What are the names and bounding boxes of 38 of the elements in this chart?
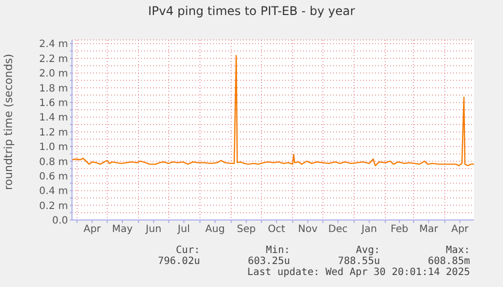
x-tick-label: Dec	[328, 224, 348, 236]
x-tick-label: Jun	[144, 224, 162, 236]
y-tick-label: 2.4 m	[39, 39, 68, 50]
text: 608.85m	[428, 256, 470, 267]
line-series	[72, 54, 474, 166]
text: Last update: Wed Apr 30 20:01:14 2025	[247, 267, 470, 278]
x-tick-label: Sep	[236, 224, 256, 236]
x-tick-label: Aug	[205, 224, 225, 236]
x-tick-label: Nov	[298, 224, 318, 236]
y-tick-label: 1.4 m	[39, 112, 68, 124]
x-tick-label: Apr	[451, 224, 470, 236]
y-tick-label: 0.2 m	[39, 200, 68, 212]
y-tick-label: 0.0	[52, 216, 68, 227]
text: Max:	[446, 245, 470, 256]
x-tick-label: Feb	[390, 224, 408, 236]
text: 788.55u	[338, 256, 380, 267]
text: 796.02u	[158, 256, 200, 267]
x-tick-label: Mar	[419, 224, 439, 236]
text: Min:	[266, 245, 290, 256]
text: 603.25u	[248, 256, 290, 267]
y-tick-label: 1.2 m	[39, 127, 68, 138]
y-tick-label: 2.2 m	[39, 54, 68, 65]
x-tick-label: Oct	[268, 224, 286, 236]
y-tick-label: 0.4 m	[39, 186, 68, 198]
text: Avg:	[356, 245, 380, 256]
text: Cur:	[176, 245, 200, 256]
y-tick-label: 1.0 m	[39, 142, 68, 154]
y-axis-title: roundtrip time (seconds)	[2, 54, 15, 190]
y-tick-label: 1.8 m	[39, 83, 68, 94]
y-tick-label: 2.0 m	[39, 68, 68, 80]
chart-title: IPv4 ping times to PIT-EB - by year	[147, 4, 356, 18]
x-tick-label: May	[112, 224, 133, 236]
x-tick-label: Jan	[360, 224, 377, 236]
y-tick-label: 0.6 m	[39, 171, 68, 182]
x-tick-label: Apr	[83, 224, 102, 236]
x-tick-label: Jul	[176, 224, 190, 236]
y-tick-label: 0.8 m	[39, 156, 68, 168]
y-tick-label: 1.6 m	[39, 98, 68, 109]
